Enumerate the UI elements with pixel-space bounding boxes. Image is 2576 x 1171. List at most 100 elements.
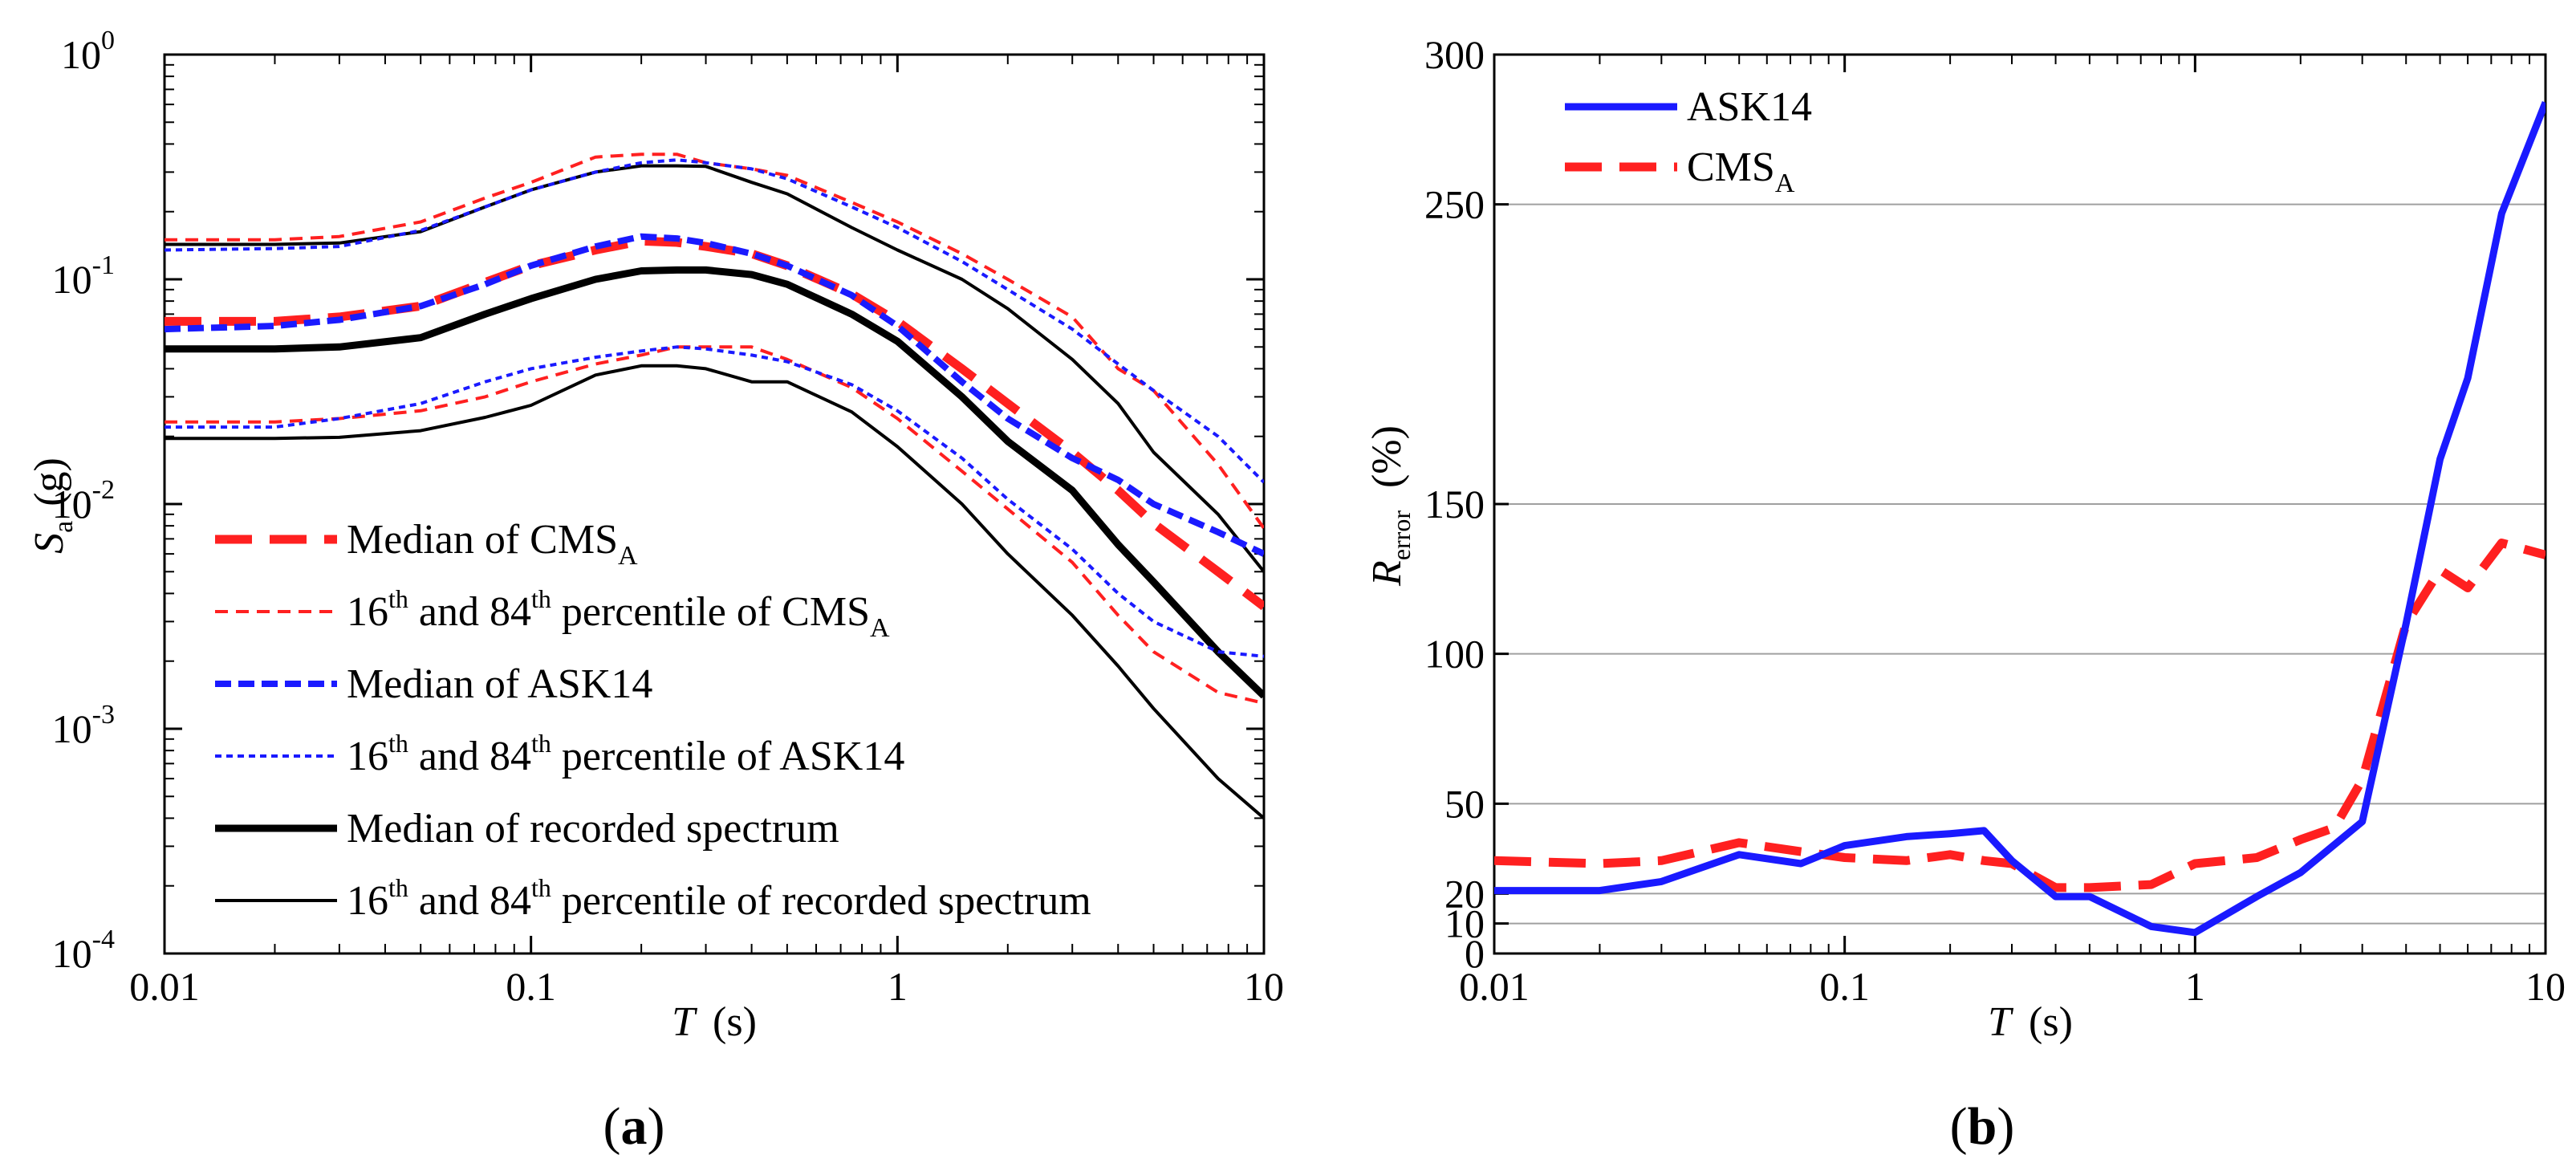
panel-label-b: (b) [1950, 1097, 2015, 1156]
x-axis-var-a: T [672, 999, 697, 1045]
y-tick-exp: -3 [92, 700, 115, 730]
series-line [1494, 539, 2546, 892]
series-line [165, 164, 1264, 573]
x-tick-label: 1 [2185, 964, 2205, 1009]
legend-text-part: th [531, 873, 551, 902]
legend-label: ASK14 [1687, 84, 1812, 130]
series-line [165, 158, 1264, 484]
legend-text-part: th [388, 729, 408, 758]
series-line [165, 345, 1264, 658]
y-axis-unit-a: (g) [26, 457, 72, 506]
legend-text-part: percentile of CMS [551, 589, 870, 635]
y-tick-label: 10-3 [52, 700, 115, 751]
legend-label: Median of recorded spectrum [347, 806, 839, 852]
x-axis-unit-b: (s) [2029, 999, 2073, 1045]
legend-text-part: and 84 [408, 734, 531, 779]
y-axis-label-a: Sa (g) [26, 457, 79, 554]
legend-text-part: CMS [1687, 144, 1775, 190]
y-axis-sub-a: a [49, 521, 79, 533]
y-tick-label: 10-4 [52, 925, 115, 976]
y-tick-exp: -2 [92, 475, 115, 505]
legend-text-part: percentile of ASK14 [551, 734, 904, 779]
y-tick-base: 10 [52, 257, 92, 302]
y-axis-var-a: S [26, 533, 72, 554]
y-tick-label: 0 [1465, 931, 1485, 976]
y-tick-base: 10 [52, 482, 92, 527]
legend-text-part: Median of recorded spectrum [347, 806, 839, 852]
y-tick-base: 10 [52, 706, 92, 751]
x-tick-label: 0.01 [129, 964, 200, 1009]
legend-label: 16th and 84th percentile of ASK14 [347, 729, 904, 779]
series-line [1494, 101, 2546, 937]
x-axis-var-b: T [1988, 999, 2013, 1045]
y-tick-exp: -4 [92, 925, 115, 954]
y-axis-var-b: R [1364, 560, 1410, 587]
legend-label: Median of ASK14 [347, 661, 652, 707]
y-tick-label: 10-1 [52, 250, 115, 302]
panel-letter-b: b [1968, 1097, 1997, 1156]
x-tick-label: 0.1 [506, 964, 556, 1009]
series-line [165, 364, 1264, 819]
legend-text-part: and 84 [408, 589, 531, 635]
y-tick-exp: -1 [92, 250, 115, 280]
y-tick-base: 10 [52, 931, 92, 976]
legend-text-part: Median of CMS [347, 517, 618, 563]
panel-paren-close-b: ) [1997, 1097, 2014, 1156]
legend-text-part: Median of ASK14 [347, 661, 652, 707]
panel-paren-open-a: ( [603, 1097, 621, 1156]
y-axis-unit-b: (%) [1364, 425, 1410, 488]
legend-text-part: th [531, 729, 551, 758]
x-tick-label: 10 [1244, 964, 1284, 1009]
panel-letter-a: a [621, 1097, 648, 1156]
legend-text-part: th [388, 873, 408, 902]
series-line [165, 236, 1264, 611]
panel-paren-open-b: ( [1950, 1097, 1968, 1156]
x-tick-label: 1 [888, 964, 908, 1009]
y-tick-exp: 0 [101, 26, 115, 55]
legend-label: Median of CMSA [347, 517, 638, 571]
x-tick-label: 0.01 [1459, 964, 1530, 1009]
y-tick-label: 150 [1424, 482, 1485, 527]
series-group-b [1494, 101, 2546, 937]
legend-label: 16th and 84th percentile of recorded spe… [347, 873, 1091, 924]
legend-label: 16th and 84th percentile of CMSA [347, 584, 890, 643]
legend-text-part: th [388, 584, 408, 613]
x-axis-label-b: T (s) [1988, 999, 2073, 1045]
legend-text-part: and 84 [408, 878, 531, 924]
panel-label-a: (a) [603, 1097, 665, 1156]
series-line [165, 266, 1264, 699]
y-tick-label: 100 [1424, 632, 1485, 677]
panel-paren-close-a: ) [648, 1097, 665, 1156]
x-axis-label-a: T (s) [672, 999, 757, 1045]
legend-text-part: 16 [347, 878, 388, 924]
y-tick-label: 50 [1444, 781, 1485, 826]
legend-text-part: 16 [347, 589, 388, 635]
y-tick-label: 10-2 [52, 475, 115, 527]
y-tick-base: 10 [61, 32, 101, 77]
y-tick-label: 250 [1424, 182, 1485, 227]
legend-text-part: A [1775, 169, 1795, 198]
y-axis-label-b: Rerror (%) [1364, 425, 1416, 587]
x-axis-unit-a: (s) [713, 999, 757, 1045]
legend-text-part: A [870, 613, 890, 643]
y-tick-label: 20 [1444, 871, 1485, 916]
y-tick-label: 10 [1444, 901, 1485, 946]
series-line [165, 233, 1264, 557]
legend-text-part: 16 [347, 734, 388, 779]
y-axis-sub-b: error [1387, 510, 1416, 561]
x-tick-label: 0.1 [1819, 964, 1870, 1009]
x-tick-label: 10 [2525, 964, 2566, 1009]
series-line [165, 345, 1264, 705]
legend-text-part: th [531, 584, 551, 613]
series-group-a [165, 152, 1264, 819]
legend-text-part: percentile of recorded spectrum [551, 878, 1091, 924]
y-tick-label: 300 [1424, 32, 1485, 77]
y-tick-label: 100 [61, 26, 115, 77]
legend-b: ASK14 CMSA [1565, 84, 1812, 198]
